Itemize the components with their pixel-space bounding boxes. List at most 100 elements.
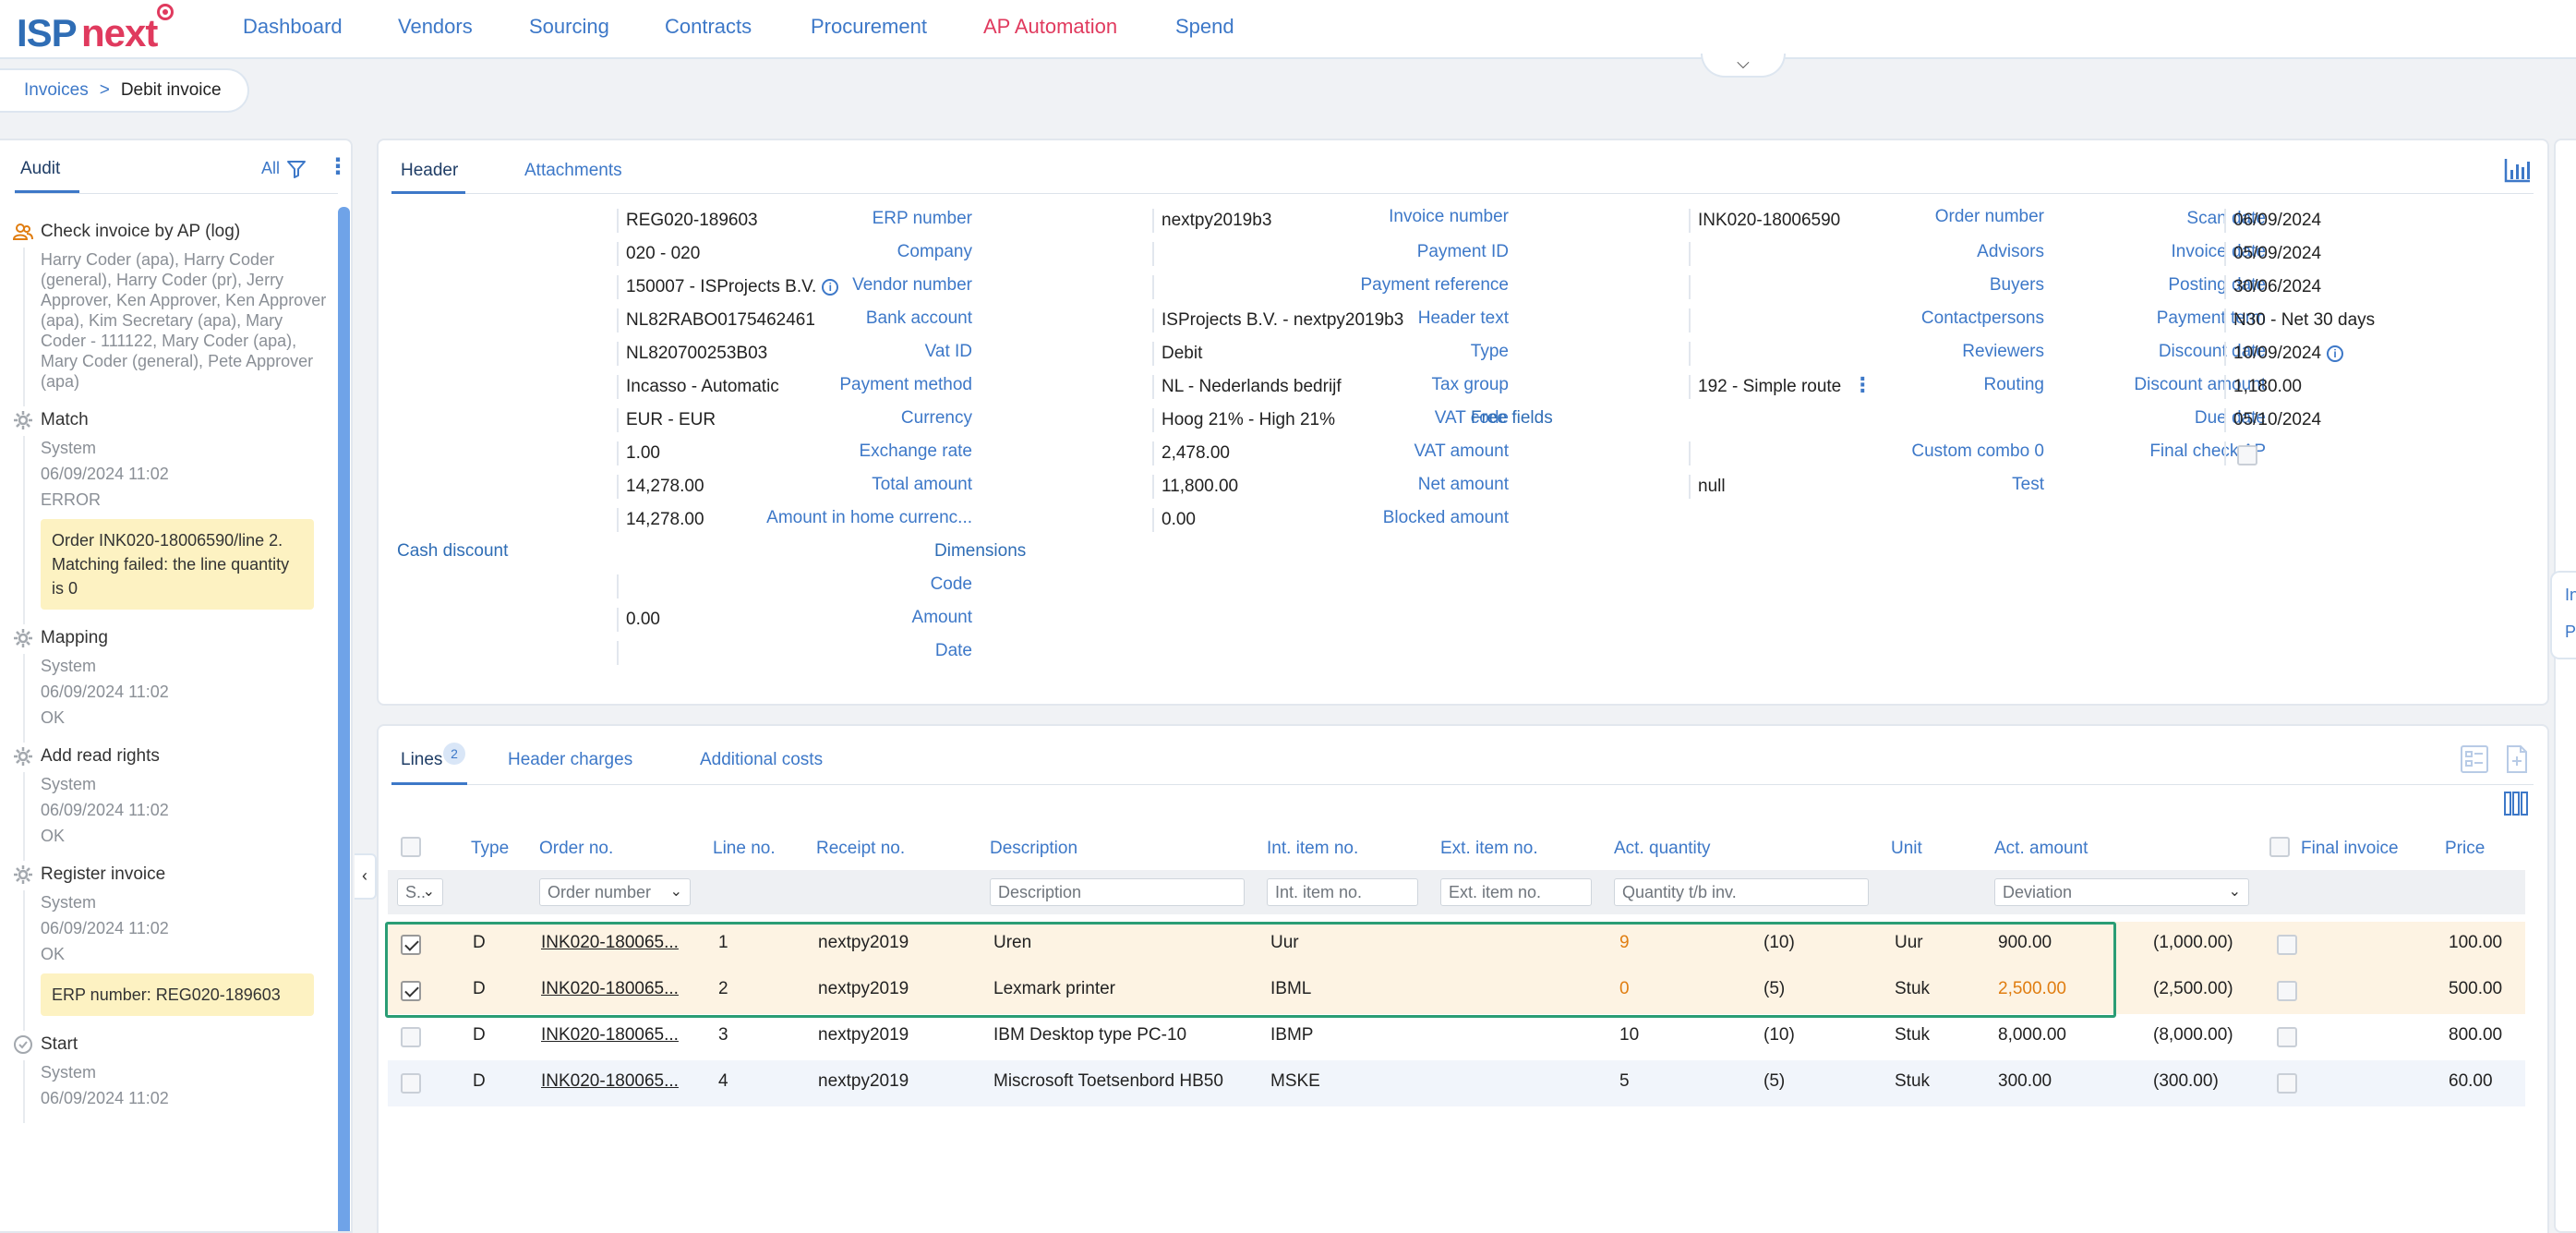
audit-scrollbar[interactable]	[338, 207, 350, 1231]
row-select-checkbox[interactable]	[401, 935, 421, 955]
tab-additional-costs[interactable]: Additional costs	[700, 750, 824, 769]
value-currency[interactable]: EUR - EUR	[617, 408, 716, 432]
tab-header[interactable]: Header	[401, 161, 459, 180]
value-erp-number[interactable]: REG020-189603	[617, 209, 758, 233]
value-total-amount[interactable]: 14,278.00	[617, 475, 704, 499]
col-act-amount[interactable]: Act. amount	[1994, 839, 2088, 858]
quantity-filter-input[interactable]: Quantity t/b inv.	[1614, 878, 1869, 906]
col-order-no[interactable]: Order no.	[539, 839, 614, 858]
value-amount-home-currency[interactable]: 14,278.00	[617, 508, 704, 532]
value-scan-date[interactable]: 06/09/2024	[2224, 209, 2321, 233]
columns-icon[interactable]	[2504, 791, 2528, 816]
table-row[interactable]: D INK020-180065... 4 nextpy2019 Miscroso…	[388, 1060, 2525, 1106]
table-row[interactable]: D INK020-180065... 3 nextpy2019 IBM Desk…	[388, 1014, 2525, 1060]
value-header-text[interactable]: ISProjects B.V. - nextpy2019b3	[1152, 308, 1403, 332]
value-vat-id[interactable]: NL820700253B03	[617, 342, 767, 366]
cell-order-link[interactable]: INK020-180065...	[541, 933, 679, 952]
value-reviewers[interactable]	[1689, 342, 1698, 366]
cell-order-link[interactable]: INK020-180065...	[541, 1071, 679, 1091]
value-contactpersons[interactable]	[1689, 308, 1698, 332]
final-invoice-checkbox[interactable]	[2277, 935, 2297, 955]
col-unit[interactable]: Unit	[1891, 839, 1922, 858]
value-invoice-date[interactable]: 05/09/2024	[2224, 242, 2321, 266]
order-number-filter-select[interactable]: Order number ⌄	[539, 878, 691, 906]
info-icon[interactable]: i	[2327, 345, 2344, 362]
table-row[interactable]: D INK020-180065... 2 nextpy2019 Lexmark …	[388, 968, 2525, 1014]
value-tax-group[interactable]: NL - Nederlands bedrijf	[1152, 375, 1342, 399]
nav-ap-automation[interactable]: AP Automation	[983, 15, 1118, 38]
value-payment-term[interactable]: N30 - Net 30 days	[2224, 308, 2375, 332]
layout-icon[interactable]	[2460, 744, 2489, 774]
value-net-amount[interactable]: 11,800.00	[1152, 475, 1238, 499]
int-item-filter-input[interactable]: Int. item no.	[1267, 878, 1418, 906]
value-exchange-rate[interactable]: 1.00	[617, 441, 660, 465]
row-select-checkbox[interactable]	[401, 981, 421, 1001]
document-icon[interactable]	[2502, 744, 2532, 774]
breadcrumb-invoices[interactable]: Invoices	[24, 80, 89, 100]
row-select-checkbox[interactable]	[401, 1027, 421, 1047]
value-cash-discount-code[interactable]	[617, 574, 626, 598]
audit-filter-label[interactable]: All	[261, 159, 281, 177]
value-payment-method[interactable]: Incasso - Automatic	[617, 375, 779, 399]
value-posting-date[interactable]: 30/06/2024	[2224, 275, 2321, 299]
flyout-label-2[interactable]: P	[2565, 623, 2576, 641]
status-filter-select[interactable]: S.. ⌄	[397, 878, 443, 906]
value-cash-discount-amount[interactable]: 0.00	[617, 608, 660, 632]
chart-icon[interactable]	[2504, 157, 2532, 183]
flyout-label-1[interactable]: In	[2565, 586, 2576, 604]
col-ext-item-no[interactable]: Ext. item no.	[1440, 839, 1538, 858]
final-invoice-checkbox[interactable]	[2277, 1073, 2297, 1094]
tab-header-charges[interactable]: Header charges	[508, 750, 633, 769]
value-custom-combo-0[interactable]	[1689, 441, 1698, 465]
col-price[interactable]: Price	[2445, 839, 2486, 858]
final-invoice-checkbox[interactable]	[2277, 1027, 2297, 1047]
value-routing[interactable]: 192 - Simple route ⋮	[1689, 375, 1872, 399]
nav-vendors[interactable]: Vendors	[398, 15, 473, 38]
col-line-no[interactable]: Line no.	[713, 839, 776, 858]
value-discount-amount[interactable]: 1,180.00	[2224, 375, 2302, 399]
value-blocked-amount[interactable]: 0.00	[1152, 508, 1196, 532]
value-cash-discount-date[interactable]	[617, 641, 626, 665]
nav-contracts[interactable]: Contracts	[665, 15, 752, 38]
value-buyers[interactable]	[1689, 275, 1698, 299]
description-filter-input[interactable]: Description	[990, 878, 1245, 906]
info-icon[interactable]: i	[822, 279, 839, 296]
filter-icon[interactable]	[286, 159, 307, 179]
tab-audit[interactable]: Audit	[20, 159, 61, 178]
select-all-checkbox[interactable]	[401, 837, 421, 857]
final-check-ap-checkbox[interactable]	[2237, 445, 2257, 465]
value-type[interactable]: Debit	[1152, 342, 1202, 366]
collapse-panel-button[interactable]: ‹	[355, 853, 377, 900]
value-bank-account[interactable]: NL82RABO0175462461	[617, 308, 815, 332]
value-discount-date[interactable]: 10/09/2024 i	[2224, 342, 2344, 366]
final-invoice-header-checkbox[interactable]	[2269, 837, 2290, 857]
col-type[interactable]: Type	[471, 839, 510, 858]
col-int-item-no[interactable]: Int. item no.	[1267, 839, 1359, 858]
ext-item-filter-input[interactable]: Ext. item no.	[1440, 878, 1592, 906]
tab-attachments[interactable]: Attachments	[524, 161, 622, 180]
value-vat-amount[interactable]: 2,478.00	[1152, 441, 1230, 465]
value-vat-code[interactable]: Hoog 21% - High 21%	[1152, 408, 1335, 432]
value-vendor-number[interactable]: 150007 - ISProjects B.V. i	[617, 275, 839, 299]
value-payment-reference[interactable]	[1152, 275, 1162, 299]
table-row[interactable]: D INK020-180065... 1 nextpy2019 Uren Uur…	[388, 922, 2525, 968]
right-flyout-tab[interactable]: In P	[2550, 571, 2576, 659]
nav-procurement[interactable]: Procurement	[811, 15, 927, 38]
value-test[interactable]: null	[1689, 475, 1726, 499]
col-final-invoice[interactable]: Final invoice	[2301, 839, 2399, 858]
amount-deviation-filter-select[interactable]: Deviation ⌄	[1994, 878, 2249, 906]
nav-dashboard[interactable]: Dashboard	[243, 15, 343, 38]
nav-spend[interactable]: Spend	[1175, 15, 1234, 38]
routing-menu-icon[interactable]: ⋮	[1852, 373, 1873, 396]
more-options-icon[interactable]: ⋮	[327, 154, 349, 179]
final-invoice-checkbox[interactable]	[2277, 981, 2297, 1001]
value-payment-id[interactable]	[1152, 242, 1162, 266]
col-description[interactable]: Description	[990, 839, 1078, 858]
col-act-quantity[interactable]: Act. quantity	[1614, 839, 1711, 858]
value-advisors[interactable]	[1689, 242, 1698, 266]
row-select-checkbox[interactable]	[401, 1073, 421, 1094]
nav-sourcing[interactable]: Sourcing	[529, 15, 609, 38]
tab-lines[interactable]: Lines	[401, 750, 443, 769]
value-order-number[interactable]: INK020-18006590	[1689, 209, 1840, 233]
right-side-panel[interactable]	[2554, 139, 2576, 1233]
